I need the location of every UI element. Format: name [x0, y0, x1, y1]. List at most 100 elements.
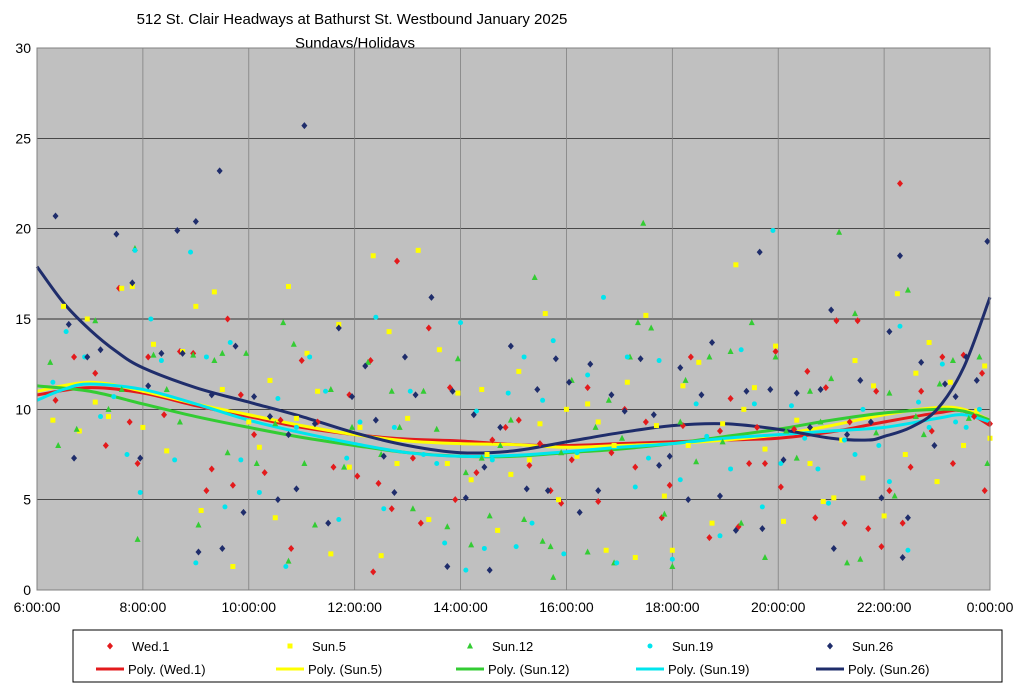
data-point — [794, 417, 800, 423]
data-point — [878, 543, 885, 551]
data-point — [926, 339, 932, 345]
data-point — [388, 505, 395, 513]
data-point — [693, 458, 700, 465]
series-sun-19 — [50, 227, 982, 573]
legend-label: Poly. (Wed.1) — [128, 662, 206, 677]
data-point — [349, 423, 356, 430]
data-point — [806, 423, 813, 431]
data-point — [844, 559, 851, 566]
data-point — [860, 475, 866, 481]
data-point — [521, 354, 527, 360]
data-point — [188, 249, 194, 255]
data-point — [974, 408, 980, 414]
data-point — [860, 406, 866, 412]
legend-label: Sun.5 — [312, 639, 346, 654]
data-point — [132, 247, 138, 253]
legend-marker — [827, 642, 833, 650]
data-point — [444, 461, 450, 467]
data-point — [195, 548, 202, 556]
data-point — [614, 560, 620, 566]
data-point — [904, 286, 911, 293]
data-point — [407, 388, 413, 394]
data-point — [267, 377, 273, 383]
data-point — [211, 289, 217, 295]
data-point — [595, 497, 602, 505]
data-point — [470, 411, 477, 419]
data-point — [293, 424, 299, 430]
data-point — [507, 416, 514, 423]
data-point — [370, 253, 376, 259]
data-point — [817, 385, 824, 393]
data-point — [311, 521, 318, 528]
data-point — [907, 463, 914, 471]
data-point — [277, 416, 284, 424]
data-point — [563, 406, 569, 412]
data-point — [783, 427, 790, 434]
data-point — [732, 526, 739, 534]
data-point — [918, 358, 925, 366]
data-point — [865, 525, 872, 533]
data-point — [434, 461, 440, 467]
data-point — [656, 358, 662, 364]
data-point — [905, 547, 911, 553]
data-point — [251, 393, 258, 401]
data-point — [230, 564, 236, 570]
data-point — [161, 411, 168, 419]
data-point — [344, 455, 350, 461]
x-tick-label: 20:00:00 — [751, 599, 806, 615]
data-point — [793, 389, 800, 397]
data-point — [778, 461, 784, 467]
data-point — [336, 517, 342, 523]
data-point — [621, 407, 628, 415]
data-point — [481, 545, 487, 551]
data-point — [458, 320, 464, 326]
series-sun-12 — [47, 219, 991, 580]
data-point — [50, 417, 56, 423]
data-point — [148, 316, 154, 322]
data-point — [886, 389, 893, 396]
data-point — [370, 568, 377, 576]
data-point — [584, 548, 591, 555]
data-point — [301, 460, 308, 467]
data-point — [826, 500, 832, 506]
data-point — [219, 544, 226, 552]
data-point — [92, 317, 99, 324]
data-point — [325, 519, 332, 527]
data-point — [280, 319, 287, 326]
data-point — [650, 411, 657, 419]
x-tick-label: 8:00:00 — [120, 599, 167, 615]
data-point — [894, 291, 900, 297]
data-point — [92, 399, 98, 405]
data-point — [648, 324, 655, 331]
data-point — [50, 379, 56, 385]
data-point — [720, 421, 726, 427]
data-point — [568, 456, 575, 464]
data-point — [899, 553, 906, 561]
data-point — [912, 413, 919, 420]
data-point — [163, 385, 170, 392]
data-point — [812, 514, 819, 522]
data-point — [208, 391, 215, 399]
data-point — [473, 469, 480, 477]
data-point — [515, 416, 522, 424]
data-point — [52, 396, 59, 404]
y-tick-label: 5 — [23, 492, 31, 508]
data-point — [111, 394, 117, 400]
data-point — [60, 303, 66, 309]
y-tick-label: 20 — [15, 221, 31, 237]
data-point — [802, 435, 808, 441]
data-point — [261, 469, 268, 477]
data-point — [479, 386, 485, 392]
data-point — [841, 519, 848, 527]
data-point — [886, 479, 892, 485]
data-point — [328, 551, 334, 557]
data-point — [468, 477, 474, 483]
data-point — [288, 544, 295, 552]
data-point — [164, 448, 170, 454]
data-point — [71, 454, 78, 462]
data-point — [208, 465, 215, 473]
data-point — [176, 418, 183, 425]
data-point — [857, 376, 864, 384]
data-point — [976, 406, 982, 412]
data-point — [449, 387, 456, 395]
